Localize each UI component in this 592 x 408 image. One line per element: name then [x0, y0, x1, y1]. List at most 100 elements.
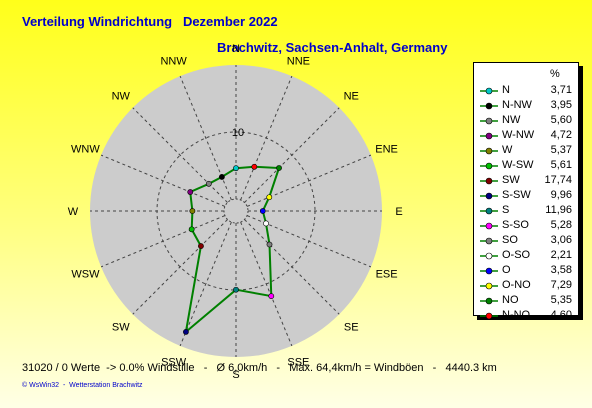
- legend-marker: [480, 160, 498, 172]
- legend-item: N 3,71: [474, 83, 578, 99]
- legend-marker: [480, 130, 498, 142]
- legend-label: S-SO: [502, 219, 529, 231]
- legend-marker: [480, 115, 498, 127]
- data-point-ese: [263, 220, 269, 227]
- legend-value: 5,37: [550, 144, 572, 156]
- spoke-nne: [240, 75, 293, 201]
- spoke-nw: [132, 107, 228, 203]
- direction-label-nnw: NNW: [160, 55, 187, 67]
- legend-value: 11,96: [545, 204, 572, 216]
- chart-title: Verteilung Windrichtung Dezember 2022: [22, 14, 278, 29]
- legend-marker: [480, 235, 498, 247]
- legend-value: 9,96: [550, 189, 572, 201]
- legend-value: 7,29: [550, 279, 572, 291]
- direction-label-n: N: [232, 43, 240, 55]
- legend-marker: [480, 265, 498, 277]
- legend-marker: [480, 295, 498, 307]
- legend-marker: [480, 175, 498, 187]
- chart-subtitle: Brachwitz, Sachsen-Anhalt, Germany: [217, 40, 448, 55]
- spoke-ssw: [179, 221, 232, 347]
- radial-tick-label: 10: [232, 127, 244, 139]
- credit-text: © WsWin32 - Wetterstation Brachwitz: [22, 382, 143, 389]
- legend-label: S-SW: [502, 189, 531, 201]
- legend-item: O 3,58: [474, 263, 578, 279]
- data-point-nnw: [218, 174, 225, 180]
- legend-label: O-NO: [502, 279, 531, 291]
- legend-item: O-NO 7,29: [474, 278, 578, 294]
- legend-item: O-SO 2,21: [474, 248, 578, 264]
- legend-item: N-NW 3,95: [474, 98, 578, 114]
- legend-label: O-SO: [502, 249, 531, 261]
- direction-label-ene: ENE: [375, 144, 398, 156]
- data-point-n: [233, 165, 239, 172]
- direction-label-ese: ESE: [376, 268, 398, 280]
- legend-marker: [480, 190, 498, 202]
- legend-marker: [480, 310, 498, 322]
- data-point-wsw: [188, 226, 195, 233]
- legend-item: W 5,37: [474, 143, 578, 159]
- data-point-sw: [198, 243, 204, 249]
- legend-label: N-NO: [502, 309, 531, 321]
- legend-marker: [480, 145, 498, 157]
- legend-marker: [480, 220, 498, 232]
- legend-value: 5,28: [550, 219, 572, 231]
- data-point-ne: [276, 165, 282, 171]
- legend-value: 4,60: [550, 309, 572, 321]
- direction-label-wnw: WNW: [71, 144, 100, 156]
- legend-label: N: [502, 84, 510, 96]
- legend-label: W: [502, 144, 513, 156]
- spoke-ne: [244, 107, 340, 203]
- direction-label-sw: SW: [112, 321, 130, 333]
- data-point-ssw: [183, 328, 189, 335]
- spoke-se: [244, 219, 340, 315]
- legend-value: 3,06: [550, 234, 572, 246]
- legend-item: SO 3,06: [474, 233, 578, 249]
- legend-value: 5,61: [550, 159, 572, 171]
- spoke-wnw: [100, 154, 226, 207]
- legend-marker: [480, 100, 498, 112]
- direction-label-ssw: SSW: [161, 357, 187, 369]
- legend-item: S-SW 9,96: [474, 188, 578, 204]
- spoke-ese: [246, 215, 372, 268]
- legend-marker: [480, 280, 498, 292]
- legend-marker: [480, 250, 498, 262]
- legend-value: 3,95: [550, 99, 572, 111]
- legend-value: 17,74: [544, 174, 572, 186]
- direction-label-nne: NNE: [287, 55, 310, 67]
- data-point-wnw: [187, 189, 194, 195]
- data-point-sse: [268, 293, 275, 300]
- data-point-s: [233, 286, 239, 293]
- legend-item: NW 5,60: [474, 113, 578, 129]
- legend-item: W-SW 5,61: [474, 158, 578, 174]
- direction-label-e: E: [395, 206, 402, 218]
- legend: % N 3,71 N-NW 3,95 NW 5,60 W-NW 4,72 W 5,37 W-SW 5,…: [473, 62, 579, 321]
- data-point-se: [266, 241, 273, 248]
- spoke-sw: [132, 219, 228, 315]
- spoke-wsw: [100, 215, 226, 268]
- legend-label: NW: [502, 114, 521, 126]
- legend-label: O: [502, 264, 511, 276]
- direction-label-ne: NE: [344, 91, 359, 103]
- legend-label: W-NW: [502, 129, 535, 141]
- data-point-nw: [205, 180, 212, 187]
- legend-header: %: [550, 68, 560, 80]
- legend-label: N-NW: [502, 99, 532, 111]
- legend-item: SW 17,74: [474, 173, 578, 189]
- direction-label-se: SE: [344, 321, 359, 333]
- spoke-sse: [240, 221, 293, 347]
- spoke-ene: [246, 154, 372, 207]
- legend-value: 3,58: [550, 264, 572, 276]
- direction-label-s: S: [232, 369, 239, 381]
- spoke-nnw: [179, 75, 232, 201]
- direction-label-w: W: [68, 206, 79, 218]
- data-point-e: [259, 208, 266, 214]
- footer-stats: 31020 / 0 Werte -> 0.0% Windstille - Ø 6…: [22, 362, 497, 374]
- legend-item: S-SO 5,28: [474, 218, 578, 234]
- legend-item: N-NO 4,60: [474, 308, 578, 324]
- legend-label: SO: [502, 234, 518, 246]
- legend-value: 4,72: [550, 129, 572, 141]
- data-point-w: [189, 208, 196, 214]
- legend-item: W-NW 4,72: [474, 128, 578, 144]
- data-point-ene: [266, 194, 273, 201]
